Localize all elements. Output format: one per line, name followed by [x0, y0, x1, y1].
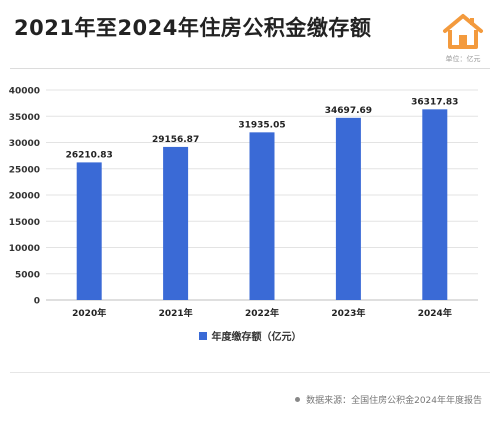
source-text: 数据来源：全国住房公积金2024年年度报告: [306, 396, 482, 406]
x-tick-label: 2023年: [331, 307, 365, 319]
bullet-dot-icon: [295, 397, 301, 402]
y-tick-label: 5000: [15, 270, 40, 280]
data-label: 26210.83: [66, 150, 113, 160]
divider-top: [10, 68, 490, 69]
bar: [76, 162, 102, 300]
page-title: 2021年至2024年住房公积金缴存额: [14, 16, 372, 40]
data-label: 29156.87: [152, 135, 199, 145]
y-tick-label: 15000: [9, 218, 40, 228]
y-tick-label: 35000: [9, 113, 40, 123]
y-tick-label: 0: [34, 297, 40, 307]
unit-label: 单位：亿元: [445, 55, 481, 63]
house-icon: [443, 14, 483, 49]
legend-label: 年度缴存额（亿元）: [211, 332, 302, 343]
divider-bottom: [10, 372, 490, 373]
data-label: 36317.83: [411, 97, 458, 107]
bar: [249, 132, 275, 300]
data-label: 31935.05: [238, 120, 285, 130]
x-tick-label: 2020年: [72, 307, 106, 319]
chart-legend: 年度缴存额（亿元）: [0, 328, 500, 343]
bar: [422, 109, 448, 300]
x-tick-label: 2024年: [418, 307, 452, 319]
data-label: 34697.69: [325, 106, 372, 116]
y-tick-label: 40000: [9, 87, 40, 97]
bar: [163, 146, 189, 300]
x-tick-label: 2022年: [245, 307, 279, 319]
bar-chart: 0 5000 10000 15000 20000 25000 30000 35000 40000…: [9, 87, 478, 319]
y-tick-label: 25000: [9, 165, 40, 175]
y-tick-label: 30000: [9, 139, 40, 149]
bar: [335, 117, 361, 300]
y-tick-label: 10000: [9, 244, 40, 254]
data-source: 数据来源：全国住房公积金2024年年度报告: [295, 393, 482, 406]
legend-swatch: [198, 331, 207, 340]
x-tick-label: 2021年: [159, 307, 193, 319]
y-tick-label: 20000: [9, 192, 40, 202]
